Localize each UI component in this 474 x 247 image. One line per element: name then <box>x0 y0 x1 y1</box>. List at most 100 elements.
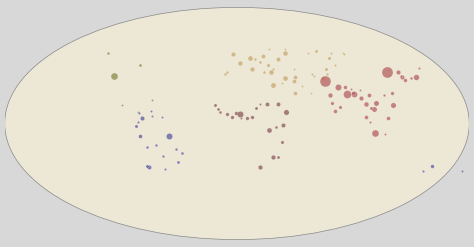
Point <box>211 103 219 107</box>
Point <box>237 116 245 120</box>
Point <box>236 61 243 65</box>
Point <box>236 112 243 116</box>
Point <box>259 54 266 58</box>
Point <box>366 120 374 124</box>
Point <box>334 85 341 89</box>
Point <box>221 72 229 76</box>
Point <box>272 125 280 129</box>
Point <box>251 57 259 61</box>
Point <box>274 57 282 61</box>
Point <box>223 70 230 74</box>
Point <box>342 85 349 89</box>
Point <box>304 51 312 55</box>
Point <box>147 109 155 113</box>
Point <box>135 111 143 115</box>
Point <box>143 145 150 149</box>
Point <box>110 74 118 78</box>
Point <box>337 105 344 109</box>
Point <box>174 160 182 164</box>
Point <box>389 103 397 107</box>
Point <box>278 140 286 144</box>
Point <box>388 91 396 95</box>
Point <box>269 155 277 159</box>
Point <box>419 169 427 173</box>
Point <box>253 106 260 110</box>
Point <box>412 75 420 79</box>
Point <box>104 51 112 55</box>
Point <box>152 144 159 147</box>
Point <box>165 134 173 138</box>
Point <box>290 79 298 83</box>
Point <box>263 102 271 106</box>
Point <box>340 52 348 56</box>
Point <box>138 116 146 120</box>
Point <box>373 101 380 105</box>
Point <box>137 134 144 138</box>
Point <box>331 109 339 113</box>
Point <box>232 111 239 115</box>
Point <box>356 88 364 92</box>
Point <box>249 115 256 119</box>
Point <box>267 70 274 74</box>
Point <box>343 92 350 96</box>
Point <box>307 91 314 95</box>
Point <box>223 112 230 116</box>
Point <box>281 47 289 51</box>
Point <box>260 70 268 74</box>
Point <box>371 131 379 135</box>
Point <box>380 93 388 97</box>
Point <box>134 110 141 114</box>
Point <box>256 165 264 169</box>
Point <box>458 169 465 173</box>
Point <box>312 49 319 53</box>
Point <box>143 164 150 168</box>
Point <box>244 116 251 120</box>
Point <box>146 165 153 169</box>
Point <box>178 151 185 155</box>
Point <box>382 132 389 136</box>
Point <box>256 102 264 106</box>
Point <box>274 102 282 106</box>
Point <box>322 67 330 71</box>
Point <box>217 110 224 114</box>
Point <box>291 75 299 79</box>
Point <box>134 120 141 124</box>
Point <box>367 106 375 110</box>
Point <box>351 92 358 96</box>
Point <box>325 56 332 60</box>
Ellipse shape <box>5 7 469 240</box>
Point <box>370 107 378 111</box>
Point <box>383 70 391 74</box>
Point <box>214 107 221 111</box>
Point <box>148 114 155 118</box>
Point <box>328 101 336 105</box>
Point <box>428 164 436 168</box>
Point <box>281 51 289 55</box>
Point <box>280 123 287 127</box>
Point <box>249 67 256 71</box>
Point <box>339 51 346 55</box>
Point <box>308 72 316 76</box>
Point <box>310 74 318 78</box>
Point <box>274 155 282 159</box>
Point <box>362 102 370 106</box>
Point <box>347 87 355 91</box>
Point <box>265 47 273 51</box>
Point <box>291 91 299 95</box>
Point <box>407 76 415 80</box>
Point <box>328 51 335 55</box>
Point <box>415 66 423 70</box>
Point <box>229 52 237 56</box>
Point <box>246 56 254 60</box>
Point <box>298 84 305 88</box>
Point <box>326 93 334 97</box>
Point <box>394 70 402 74</box>
Point <box>278 82 286 85</box>
Point <box>160 154 167 158</box>
Point <box>269 67 277 71</box>
Point <box>282 110 290 114</box>
Point <box>365 93 373 97</box>
Point <box>133 124 140 128</box>
Point <box>357 96 365 100</box>
Point <box>331 63 339 67</box>
